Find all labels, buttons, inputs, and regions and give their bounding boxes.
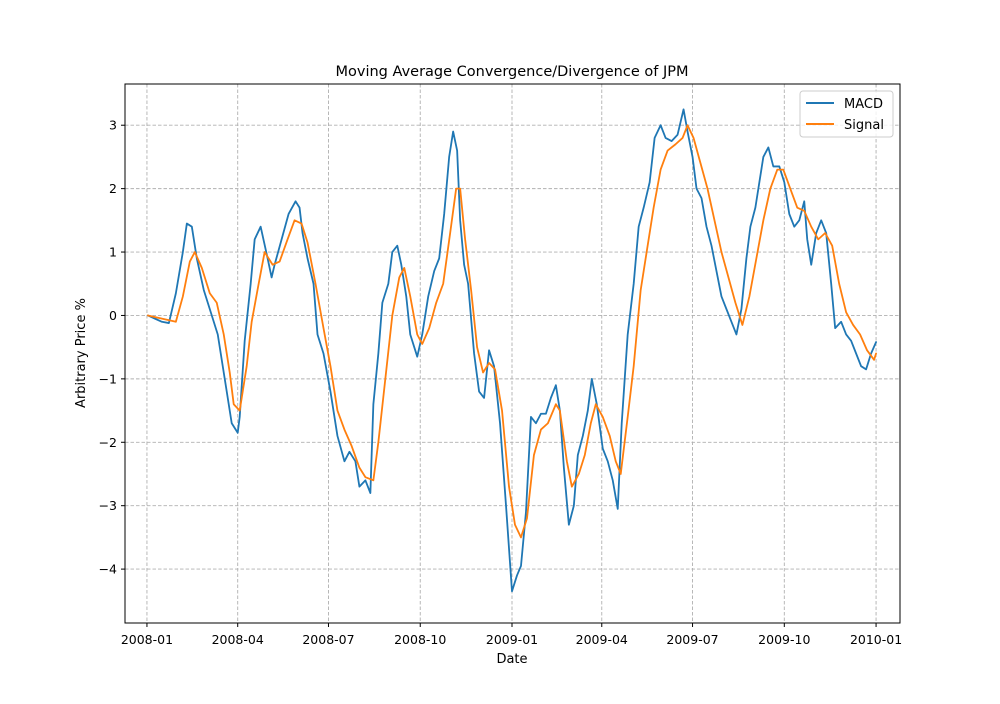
x-tick-label: 2008-07 xyxy=(302,632,354,647)
grid xyxy=(125,84,900,623)
x-tick-label: 2009-04 xyxy=(576,632,628,647)
y-tick-label: −1 xyxy=(99,371,117,386)
plot-frame xyxy=(124,83,901,624)
y-tick-label: −4 xyxy=(99,562,117,577)
x-tick-label: 2009-07 xyxy=(666,632,718,647)
x-tick-label: 2008-01 xyxy=(121,632,173,647)
y-tick-label: 1 xyxy=(109,245,117,260)
y-tick-label: 0 xyxy=(109,308,117,323)
x-tick-label: 2008-10 xyxy=(394,632,446,647)
y-tick-label: −2 xyxy=(99,435,117,450)
x-tick-label: 2008-04 xyxy=(212,632,264,647)
x-axis-label: Date xyxy=(496,652,527,667)
x-tick-label: 2009-01 xyxy=(486,632,538,647)
x-axis-ticks: 2008-01 2008-04 2008-07 2008-10 2009-01 2009-… xyxy=(121,623,902,647)
series-lines xyxy=(147,108,877,593)
legend-macd-label: MACD xyxy=(844,97,883,112)
y-tick-label: −3 xyxy=(99,498,117,513)
y-tick-label: 2 xyxy=(109,181,117,196)
y-axis-ticks: 3 2 1 0 −1 −2 −3 −4 xyxy=(99,118,125,577)
legend: MACD Signal xyxy=(799,90,894,138)
y-tick-label: 3 xyxy=(109,118,117,133)
series-line-signal xyxy=(147,124,877,539)
x-tick-label: 2009-10 xyxy=(758,632,810,647)
series-line-macd xyxy=(147,108,877,593)
y-axis-label: Arbitrary Price % xyxy=(74,298,89,408)
chart-title: Moving Average Convergence/Divergence of… xyxy=(336,64,689,80)
x-tick-label: 2010-01 xyxy=(850,632,902,647)
legend-signal-label: Signal xyxy=(844,118,884,133)
